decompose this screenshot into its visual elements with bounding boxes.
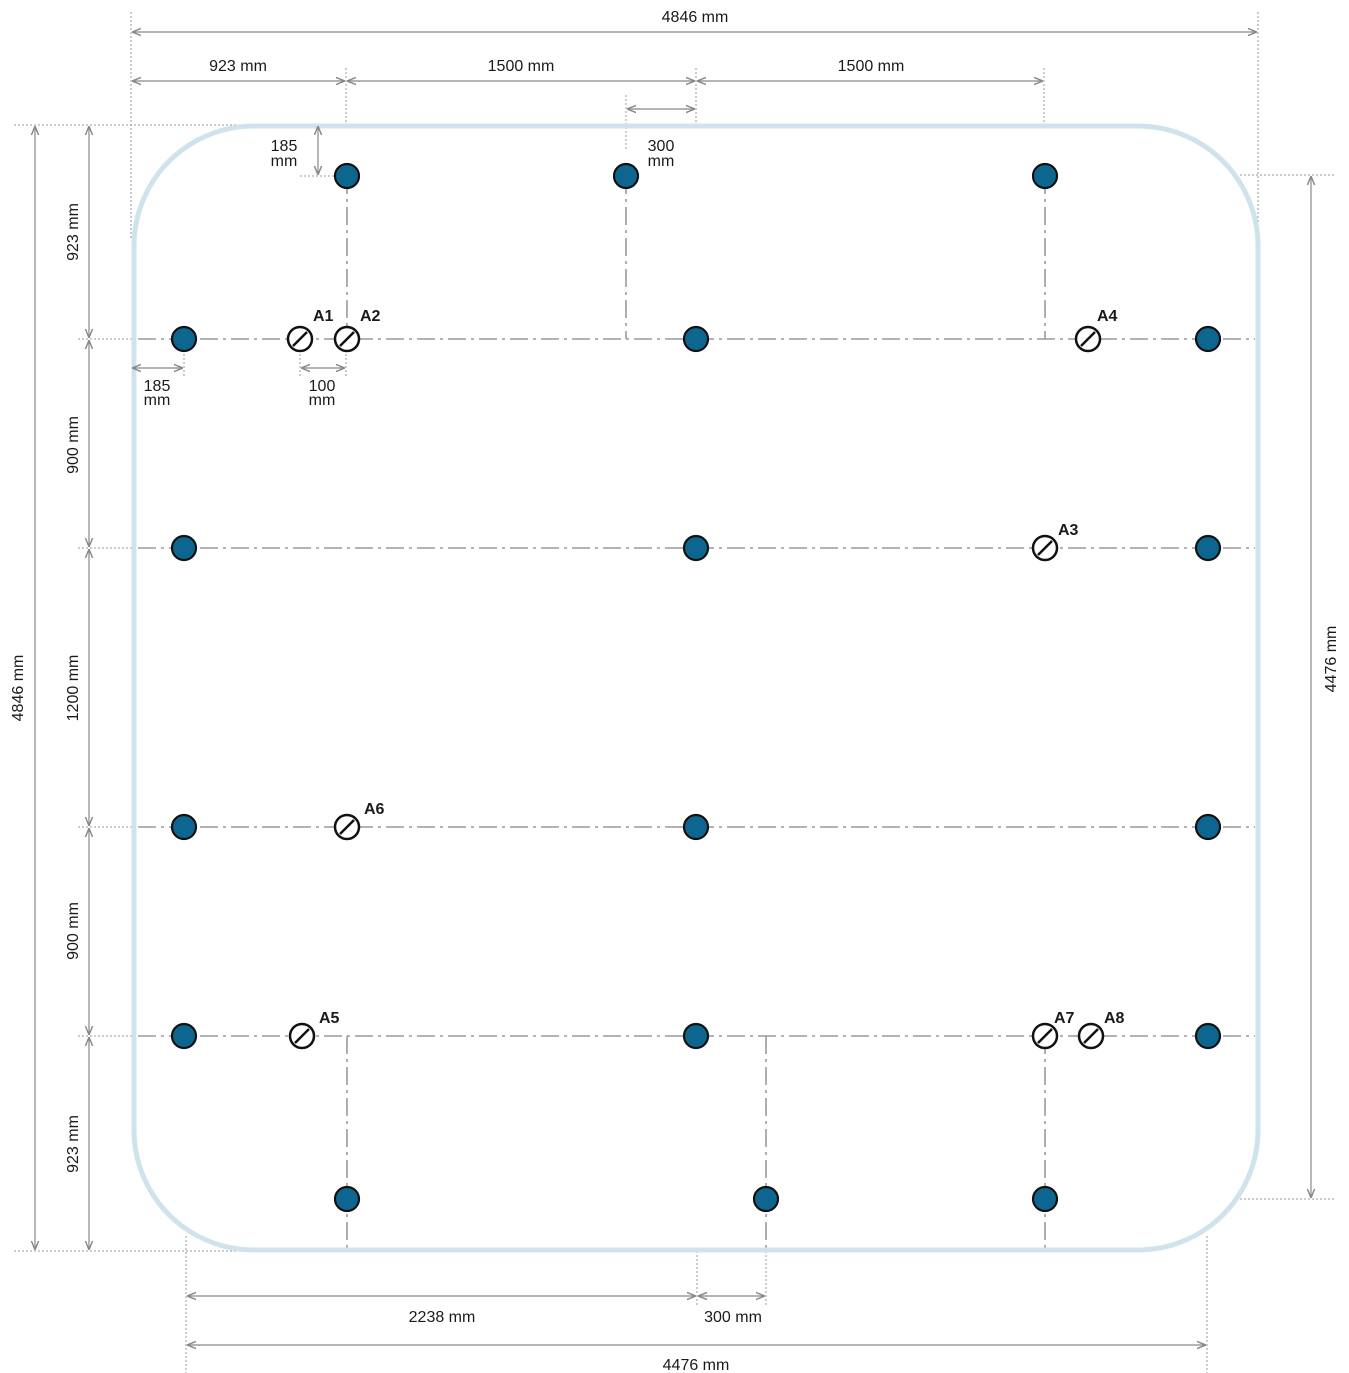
hole-icon <box>1031 1185 1059 1213</box>
anchor-label-a6: A6 <box>364 801 385 818</box>
anchor-label-a8: A8 <box>1104 1010 1125 1027</box>
bottom-2238-label: 2238 mm <box>409 1309 476 1326</box>
anchor-label-a7: A7 <box>1054 1010 1075 1027</box>
anchor-a2 <box>333 325 361 353</box>
side-inset-unit: mm <box>144 392 171 409</box>
top-span-1-label: 1500 mm <box>488 58 555 75</box>
hole-icon <box>333 162 361 190</box>
anchor-a1 <box>286 325 314 353</box>
top-first-label: 923 mm <box>209 58 267 75</box>
left-923-bottom-label: 923 mm <box>65 1115 82 1173</box>
hole-icon <box>682 1022 710 1050</box>
top-offset-value: 300 <box>648 138 675 155</box>
hole-icon <box>682 813 710 841</box>
extension-lines <box>14 12 1336 1373</box>
inner-width-label: 4476 mm <box>663 1357 730 1373</box>
anchor-label-a3: A3 <box>1058 522 1079 539</box>
hole-icon <box>170 1022 198 1050</box>
anchor-a4 <box>1074 325 1102 353</box>
left-923-top-label: 923 mm <box>65 203 82 261</box>
hole-inset-value: 185 <box>271 138 298 155</box>
anchor-a8 <box>1077 1022 1105 1050</box>
hole-icon <box>170 813 198 841</box>
platform-outline <box>131 123 1261 1253</box>
hole-icon <box>752 1185 780 1213</box>
anchor-label-a4: A4 <box>1097 308 1118 325</box>
hole-icon <box>1031 162 1059 190</box>
anchor-a7 <box>1031 1022 1059 1050</box>
overall-height-label: 4846 mm <box>10 655 27 722</box>
inner-height-label: 4476 mm <box>1323 626 1340 693</box>
anchor-gap-unit: mm <box>309 392 336 409</box>
dimension-lines <box>35 32 1311 1345</box>
side-inset-value: 185 <box>144 378 171 395</box>
hole-icon <box>1194 325 1222 353</box>
hole-icon <box>1194 813 1222 841</box>
anchor-a5 <box>288 1022 316 1050</box>
anchor-label-a5: A5 <box>319 1010 340 1027</box>
hole-icon <box>170 534 198 562</box>
left-1200-label: 1200 mm <box>65 655 82 722</box>
bottom-300-label: 300 mm <box>704 1309 762 1326</box>
anchor-a6 <box>333 813 361 841</box>
anchor-label-a2: A2 <box>360 308 381 325</box>
hole-icon <box>682 534 710 562</box>
hole-inset-unit: mm <box>271 153 298 170</box>
anchor-label-a1: A1 <box>313 308 334 325</box>
top-span-2-label: 1500 mm <box>838 58 905 75</box>
left-900-bottom-label: 900 mm <box>65 902 82 960</box>
top-offset-unit: mm <box>648 153 675 170</box>
anchor-labels: A1 A2 A4 A3 A6 A5 A7 A8 <box>313 308 1125 1027</box>
hole-icon <box>612 162 640 190</box>
hole-icon <box>1194 1022 1222 1050</box>
anchor-a3 <box>1031 534 1059 562</box>
hole-icon <box>333 1185 361 1213</box>
dimension-labels: 4846 mm 923 mm 1500 mm 1500 mm 300 mm 18… <box>10 9 1340 1373</box>
hole-icon <box>170 325 198 353</box>
mounting-holes <box>170 162 1222 1213</box>
hole-icon <box>682 325 710 353</box>
overall-width-label: 4846 mm <box>662 9 729 26</box>
left-900-top-label: 900 mm <box>65 416 82 474</box>
anchor-gap-value: 100 <box>309 378 336 395</box>
hole-icon <box>1194 534 1222 562</box>
